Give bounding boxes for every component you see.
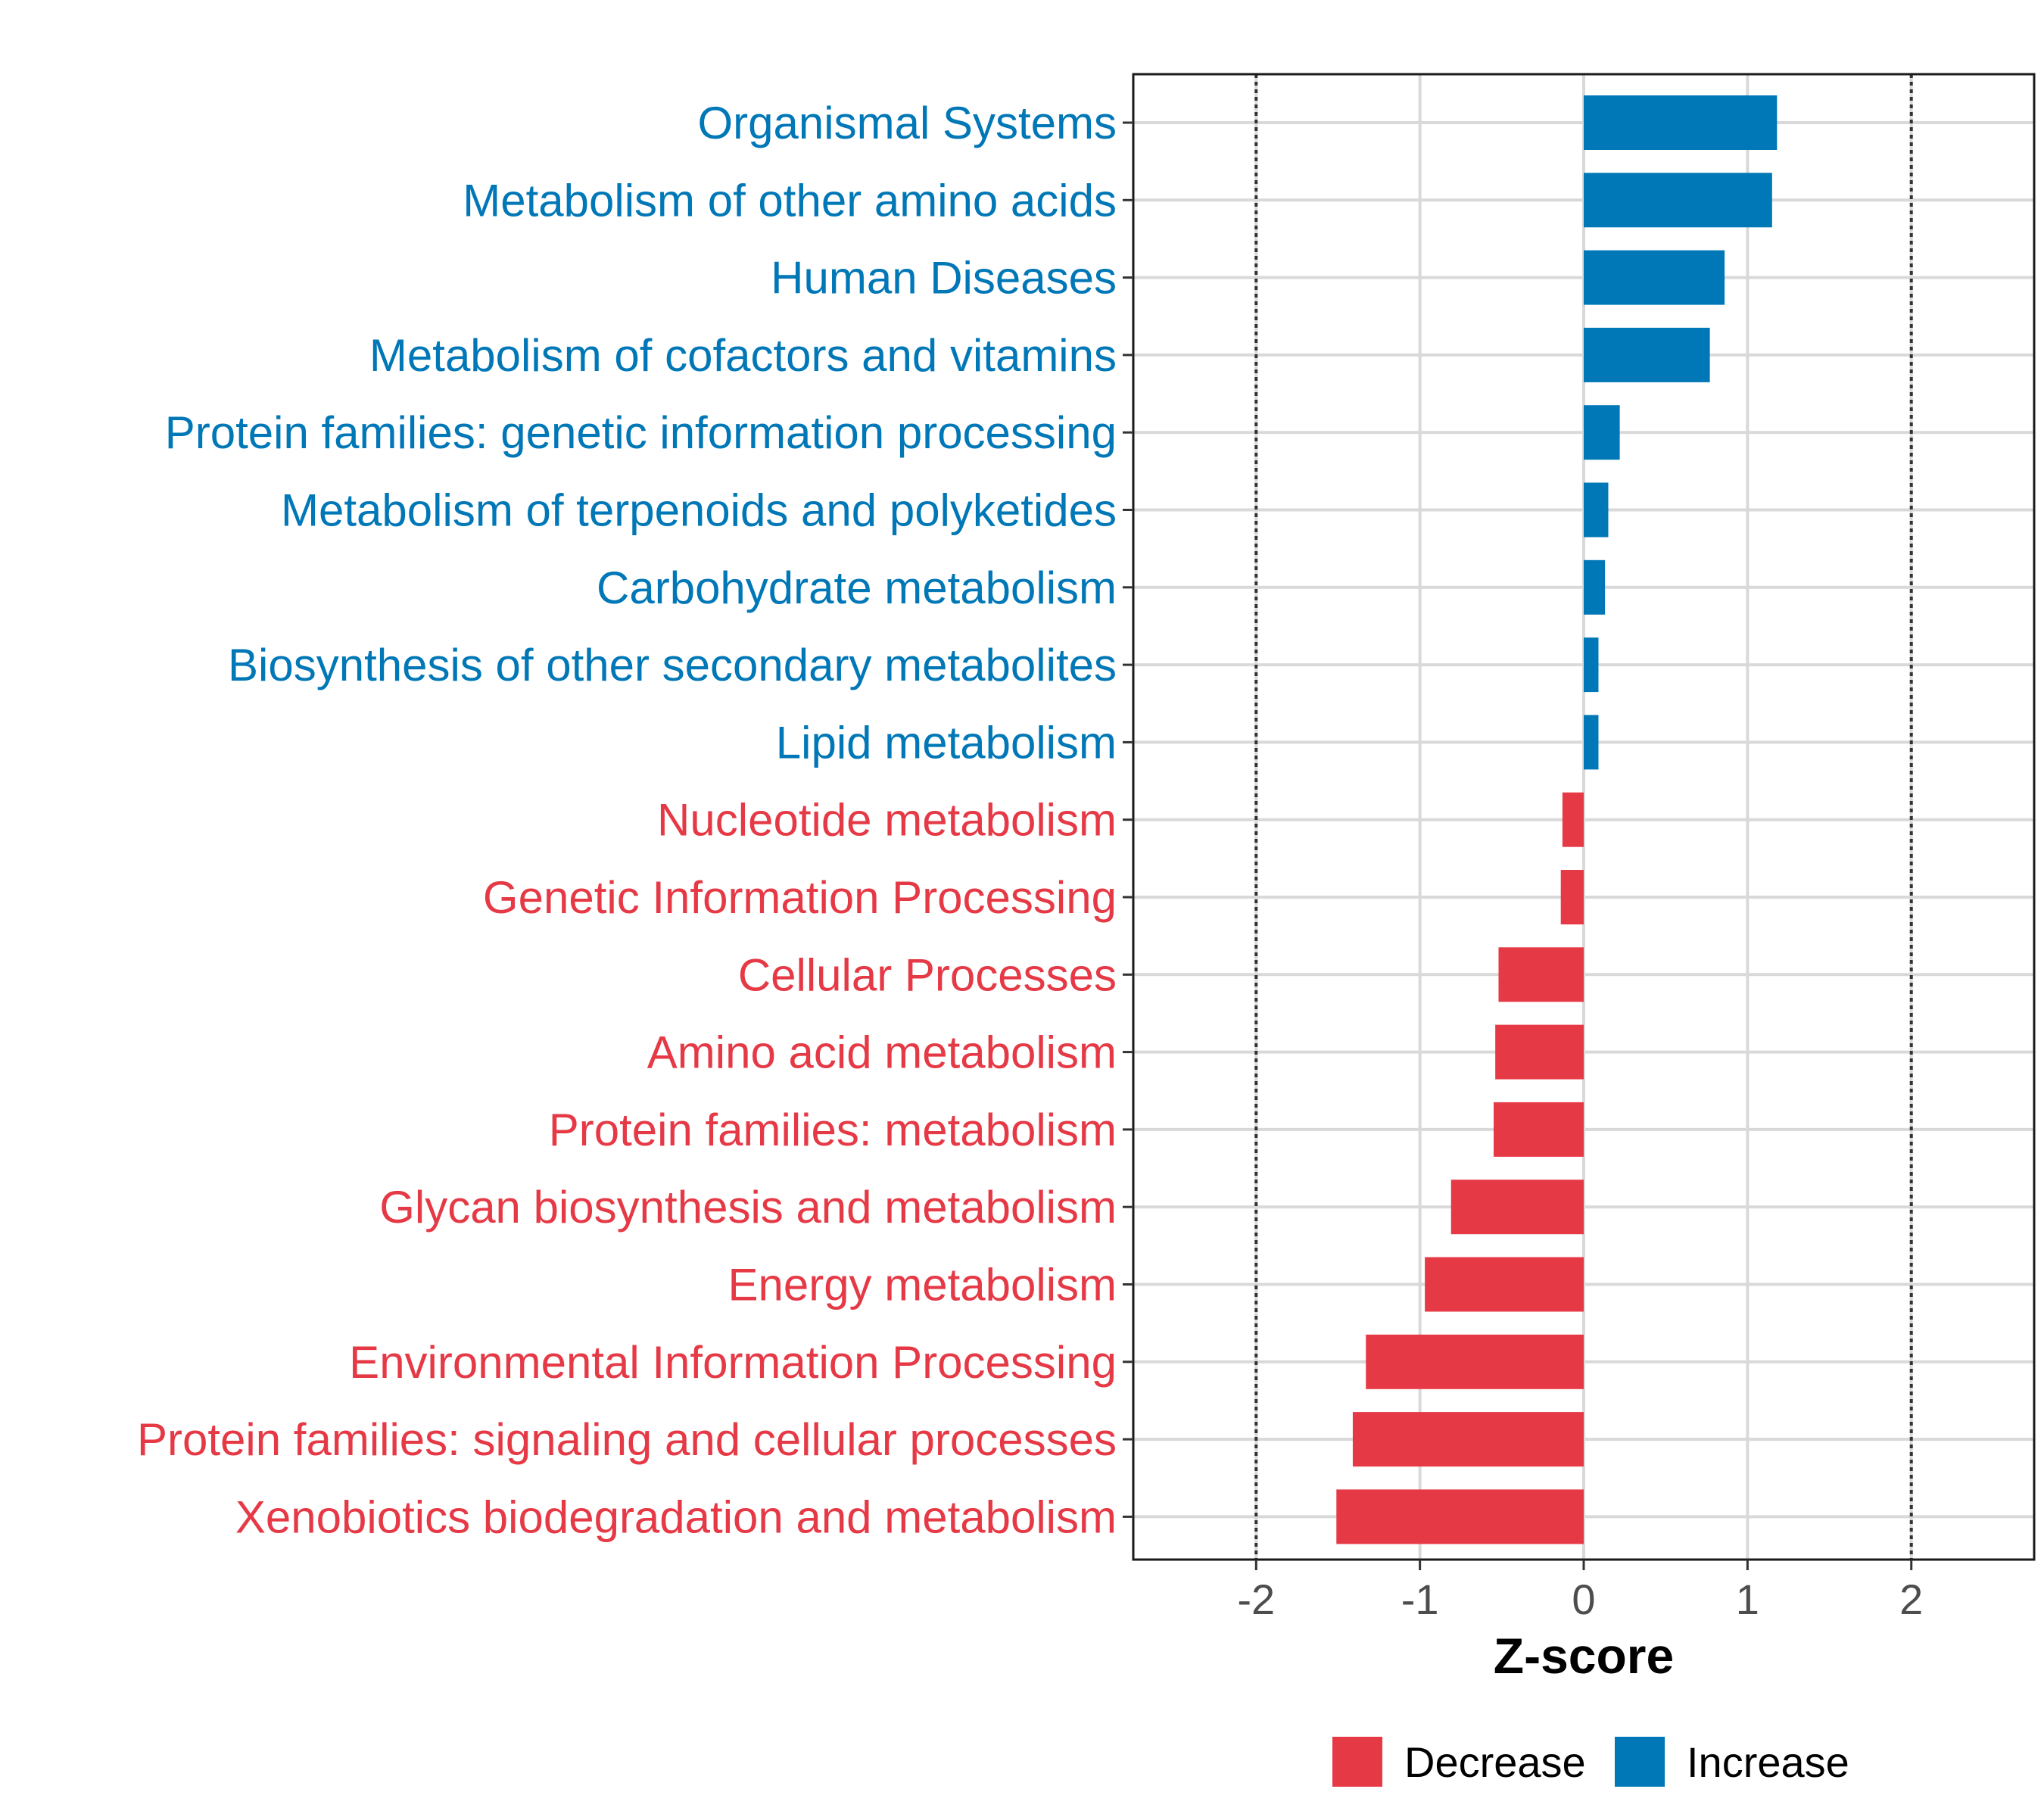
x-tick-label: 0 [1572, 1575, 1595, 1623]
y-category-label: Metabolism of other amino acids [463, 175, 1117, 226]
y-category-label: Protein families: signaling and cellular… [137, 1414, 1117, 1465]
x-axis-ticks: -2 -1 0 1 2 [1237, 1560, 1923, 1623]
bar [1495, 1024, 1584, 1080]
bar [1560, 870, 1584, 924]
y-category-label: Metabolism of cofactors and vitamins [369, 330, 1117, 381]
bar [1584, 482, 1609, 538]
legend: Decrease Increase [1332, 1737, 1849, 1787]
x-axis-title: Z-score [1494, 1628, 1674, 1684]
legend-label-increase: Increase [1687, 1738, 1849, 1786]
y-axis-labels: Organismal Systems Metabolism of other am… [137, 98, 1133, 1542]
y-category-label: Glycan biosynthesis and metabolism [379, 1182, 1117, 1233]
y-category-label: Protein families: metabolism [549, 1105, 1117, 1155]
bar [1584, 405, 1620, 460]
x-tick-label: 2 [1899, 1575, 1923, 1623]
y-category-label: Xenobiotics biodegradation and metabolis… [235, 1491, 1117, 1542]
y-category-label: Metabolism of terpenoids and polyketides [281, 485, 1117, 536]
bar [1366, 1334, 1584, 1389]
bar [1498, 947, 1584, 1002]
y-category-label: Carbohydrate metabolism [597, 563, 1117, 613]
bar [1352, 1412, 1584, 1467]
bar [1425, 1257, 1584, 1312]
x-tick-label: -1 [1401, 1575, 1439, 1623]
bar [1584, 95, 1778, 150]
legend-swatch-increase [1615, 1737, 1665, 1787]
bar [1584, 559, 1606, 615]
y-category-label: Cellular Processes [738, 949, 1117, 1000]
y-category-label: Human Diseases [771, 253, 1117, 304]
y-category-label: Amino acid metabolism [647, 1027, 1117, 1078]
bar [1584, 173, 1772, 228]
bar [1584, 715, 1599, 770]
legend-swatch-decrease [1332, 1737, 1382, 1787]
x-tick-label: -2 [1237, 1575, 1275, 1623]
bar [1584, 637, 1599, 693]
bar [1450, 1180, 1584, 1235]
bar [1336, 1489, 1584, 1544]
y-category-label: Energy metabolism [728, 1260, 1117, 1311]
y-category-label: Biosynthesis of other secondary metaboli… [228, 640, 1117, 690]
y-category-label: Environmental Information Processing [349, 1337, 1117, 1388]
bar [1584, 327, 1710, 382]
legend-label-decrease: Decrease [1404, 1738, 1586, 1786]
y-category-label: Nucleotide metabolism [657, 795, 1117, 846]
y-category-label: Organismal Systems [698, 98, 1117, 148]
reference-lines [1254, 74, 1913, 1560]
bar [1494, 1102, 1584, 1157]
bar [1562, 792, 1584, 847]
y-category-label: Lipid metabolism [776, 717, 1117, 768]
bar [1584, 250, 1725, 305]
bar-layer [1336, 95, 1778, 1544]
x-tick-label: 1 [1736, 1575, 1759, 1623]
y-category-label: Protein families: genetic information pr… [165, 407, 1117, 458]
y-category-label: Genetic Information Processing [483, 872, 1117, 923]
